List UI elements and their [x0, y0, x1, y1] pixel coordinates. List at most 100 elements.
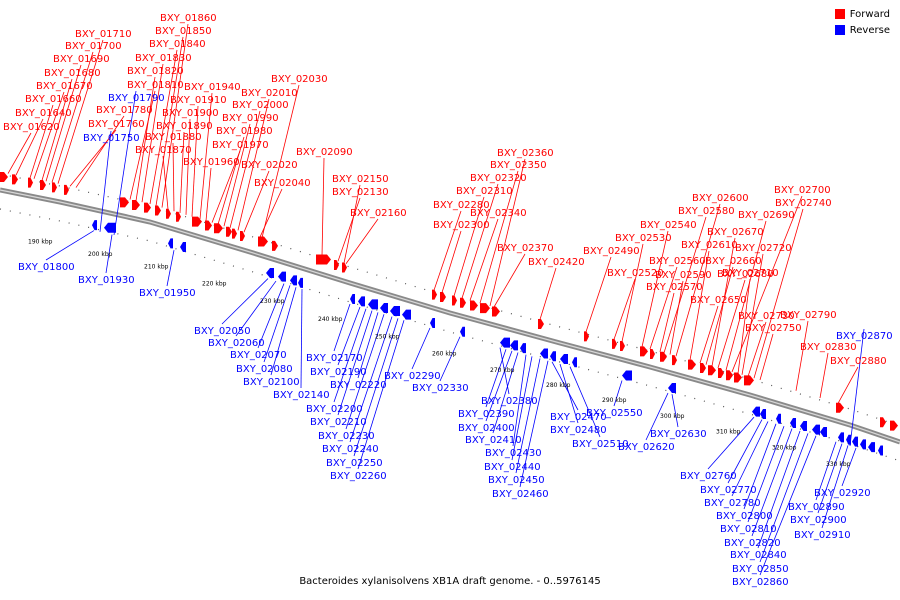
leader-line — [717, 279, 746, 369]
kbp-tick-label: 260 kbp — [432, 351, 457, 358]
gene-label: BXY_01950 — [139, 288, 196, 299]
gene-label: BXY_02870 — [836, 331, 893, 342]
forward-gene-arrow — [460, 297, 466, 308]
kbp-tick-label: 210 kbp — [144, 264, 169, 271]
gene-label: BXY_02410 — [465, 435, 522, 446]
gene-label: BXY_01660 — [25, 94, 82, 105]
leader-line — [57, 39, 104, 184]
forward-gene-arrow — [660, 351, 667, 362]
leader-line — [41, 78, 73, 181]
leader-line — [257, 283, 285, 349]
gene-label: BXY_02470 — [550, 412, 607, 423]
leader-line — [45, 64, 82, 182]
forward-gene-arrow — [316, 254, 331, 265]
gene-label: BXY_02720 — [735, 243, 792, 254]
legend-item-forward: Forward — [834, 6, 890, 22]
reverse-gene-arrow — [430, 318, 435, 328]
forward-gene-arrow — [64, 184, 69, 195]
reverse-gene-arrow — [368, 299, 378, 310]
reverse-gene-arrow — [800, 421, 807, 431]
forward-swatch — [834, 9, 845, 19]
leader-line — [559, 363, 579, 424]
gene-label: BXY_02750 — [745, 323, 802, 334]
forward-gene-arrow — [334, 260, 339, 271]
leader-line — [621, 243, 644, 342]
gene-label: BXY_01840 — [149, 39, 206, 50]
gene-label: BXY_01710 — [75, 29, 132, 40]
leader-line — [731, 421, 769, 497]
gene-label: BXY_02520 — [607, 268, 664, 279]
forward-gene-arrow — [240, 231, 245, 241]
reverse-gene-arrow — [350, 294, 355, 304]
gene-label: BXY_02700 — [774, 185, 831, 196]
leader-line — [217, 136, 245, 225]
reverse-gene-arrow — [760, 409, 766, 419]
reverse-gene-arrow — [812, 424, 820, 435]
leader-line — [479, 170, 519, 304]
leader-line — [759, 333, 774, 381]
leader-line — [485, 350, 513, 422]
leader-line — [185, 118, 191, 215]
gene-label: BXY_02690 — [738, 210, 795, 221]
leader-line — [837, 366, 859, 404]
gene-label: BXY_02820 — [724, 538, 781, 549]
reverse-gene-arrow — [550, 351, 556, 362]
gene-label: BXY_01880 — [145, 132, 202, 143]
gene-label: BXY_02620 — [618, 442, 675, 453]
gene-arrows — [0, 172, 898, 456]
leader-line — [229, 110, 261, 229]
gene-label: BXY_02770 — [700, 485, 757, 496]
gene-label: BXY_02240 — [322, 444, 379, 455]
reverse-gene-arrow — [752, 406, 760, 417]
reverse-gene-arrow — [572, 357, 577, 368]
leader-line — [645, 392, 669, 441]
gene-label: BXY_02060 — [208, 338, 265, 349]
gene-label: BXY_02360 — [497, 148, 554, 159]
forward-gene-arrow — [726, 370, 733, 381]
gene-label: BXY_02570 — [646, 282, 703, 293]
label-leader-lines — [7, 23, 865, 576]
leader-line — [333, 308, 367, 403]
gene-label: BXY_01910 — [170, 95, 227, 106]
forward-gene-arrow — [258, 236, 268, 247]
forward-gene-arrow — [226, 226, 232, 237]
gene-label: BXY_02430 — [485, 448, 542, 459]
gene-label: BXY_02920 — [814, 488, 871, 499]
gene-label: BXY_01640 — [15, 108, 72, 119]
leader-line — [747, 426, 785, 523]
leader-line — [223, 123, 251, 227]
leader-line — [51, 51, 94, 183]
reverse-gene-arrow — [278, 271, 286, 282]
leader-line — [29, 104, 54, 179]
gene-label: BXY_01830 — [135, 53, 192, 64]
forward-gene-arrow — [0, 172, 8, 182]
forward-gene-arrow — [890, 420, 898, 431]
gene-label: BXY_02830 — [800, 342, 857, 353]
forward-gene-arrow — [342, 262, 347, 273]
forward-gene-arrow — [132, 200, 140, 210]
reverse-gene-arrow — [266, 267, 274, 278]
kbp-tick-labels: 190 kbp 200 kbp 210 kbp 220 kbp 230 kbp 240 k… — [28, 239, 851, 468]
gene-label: BXY_02160 — [350, 208, 407, 219]
forward-gene-arrow — [718, 368, 724, 379]
gene-label: BXY_01860 — [160, 13, 217, 24]
leader-line — [411, 327, 431, 370]
reverse-gene-arrow — [852, 436, 858, 447]
leader-line — [699, 305, 719, 364]
reverse-gene-arrow — [104, 222, 116, 233]
leader-line — [707, 416, 755, 470]
kbp-tick-label: 230 kbp — [260, 298, 285, 305]
legend-item-reverse: Reverse — [834, 22, 890, 38]
leader-line — [337, 310, 373, 416]
map-caption: Bacteroides xylanisolvens XB1A draft gen… — [299, 576, 601, 587]
forward-gene-arrow — [28, 177, 33, 188]
gene-label: BXY_02080 — [236, 364, 293, 375]
gene-label: BXY_02680 — [717, 269, 774, 280]
leader-line — [129, 90, 156, 200]
gene-label: BXY_02530 — [615, 233, 672, 244]
gene-label: BXY_02280 — [433, 200, 490, 211]
leader-line — [300, 289, 303, 389]
leader-line — [493, 253, 526, 308]
gene-label: BXY_01620 — [3, 122, 60, 133]
